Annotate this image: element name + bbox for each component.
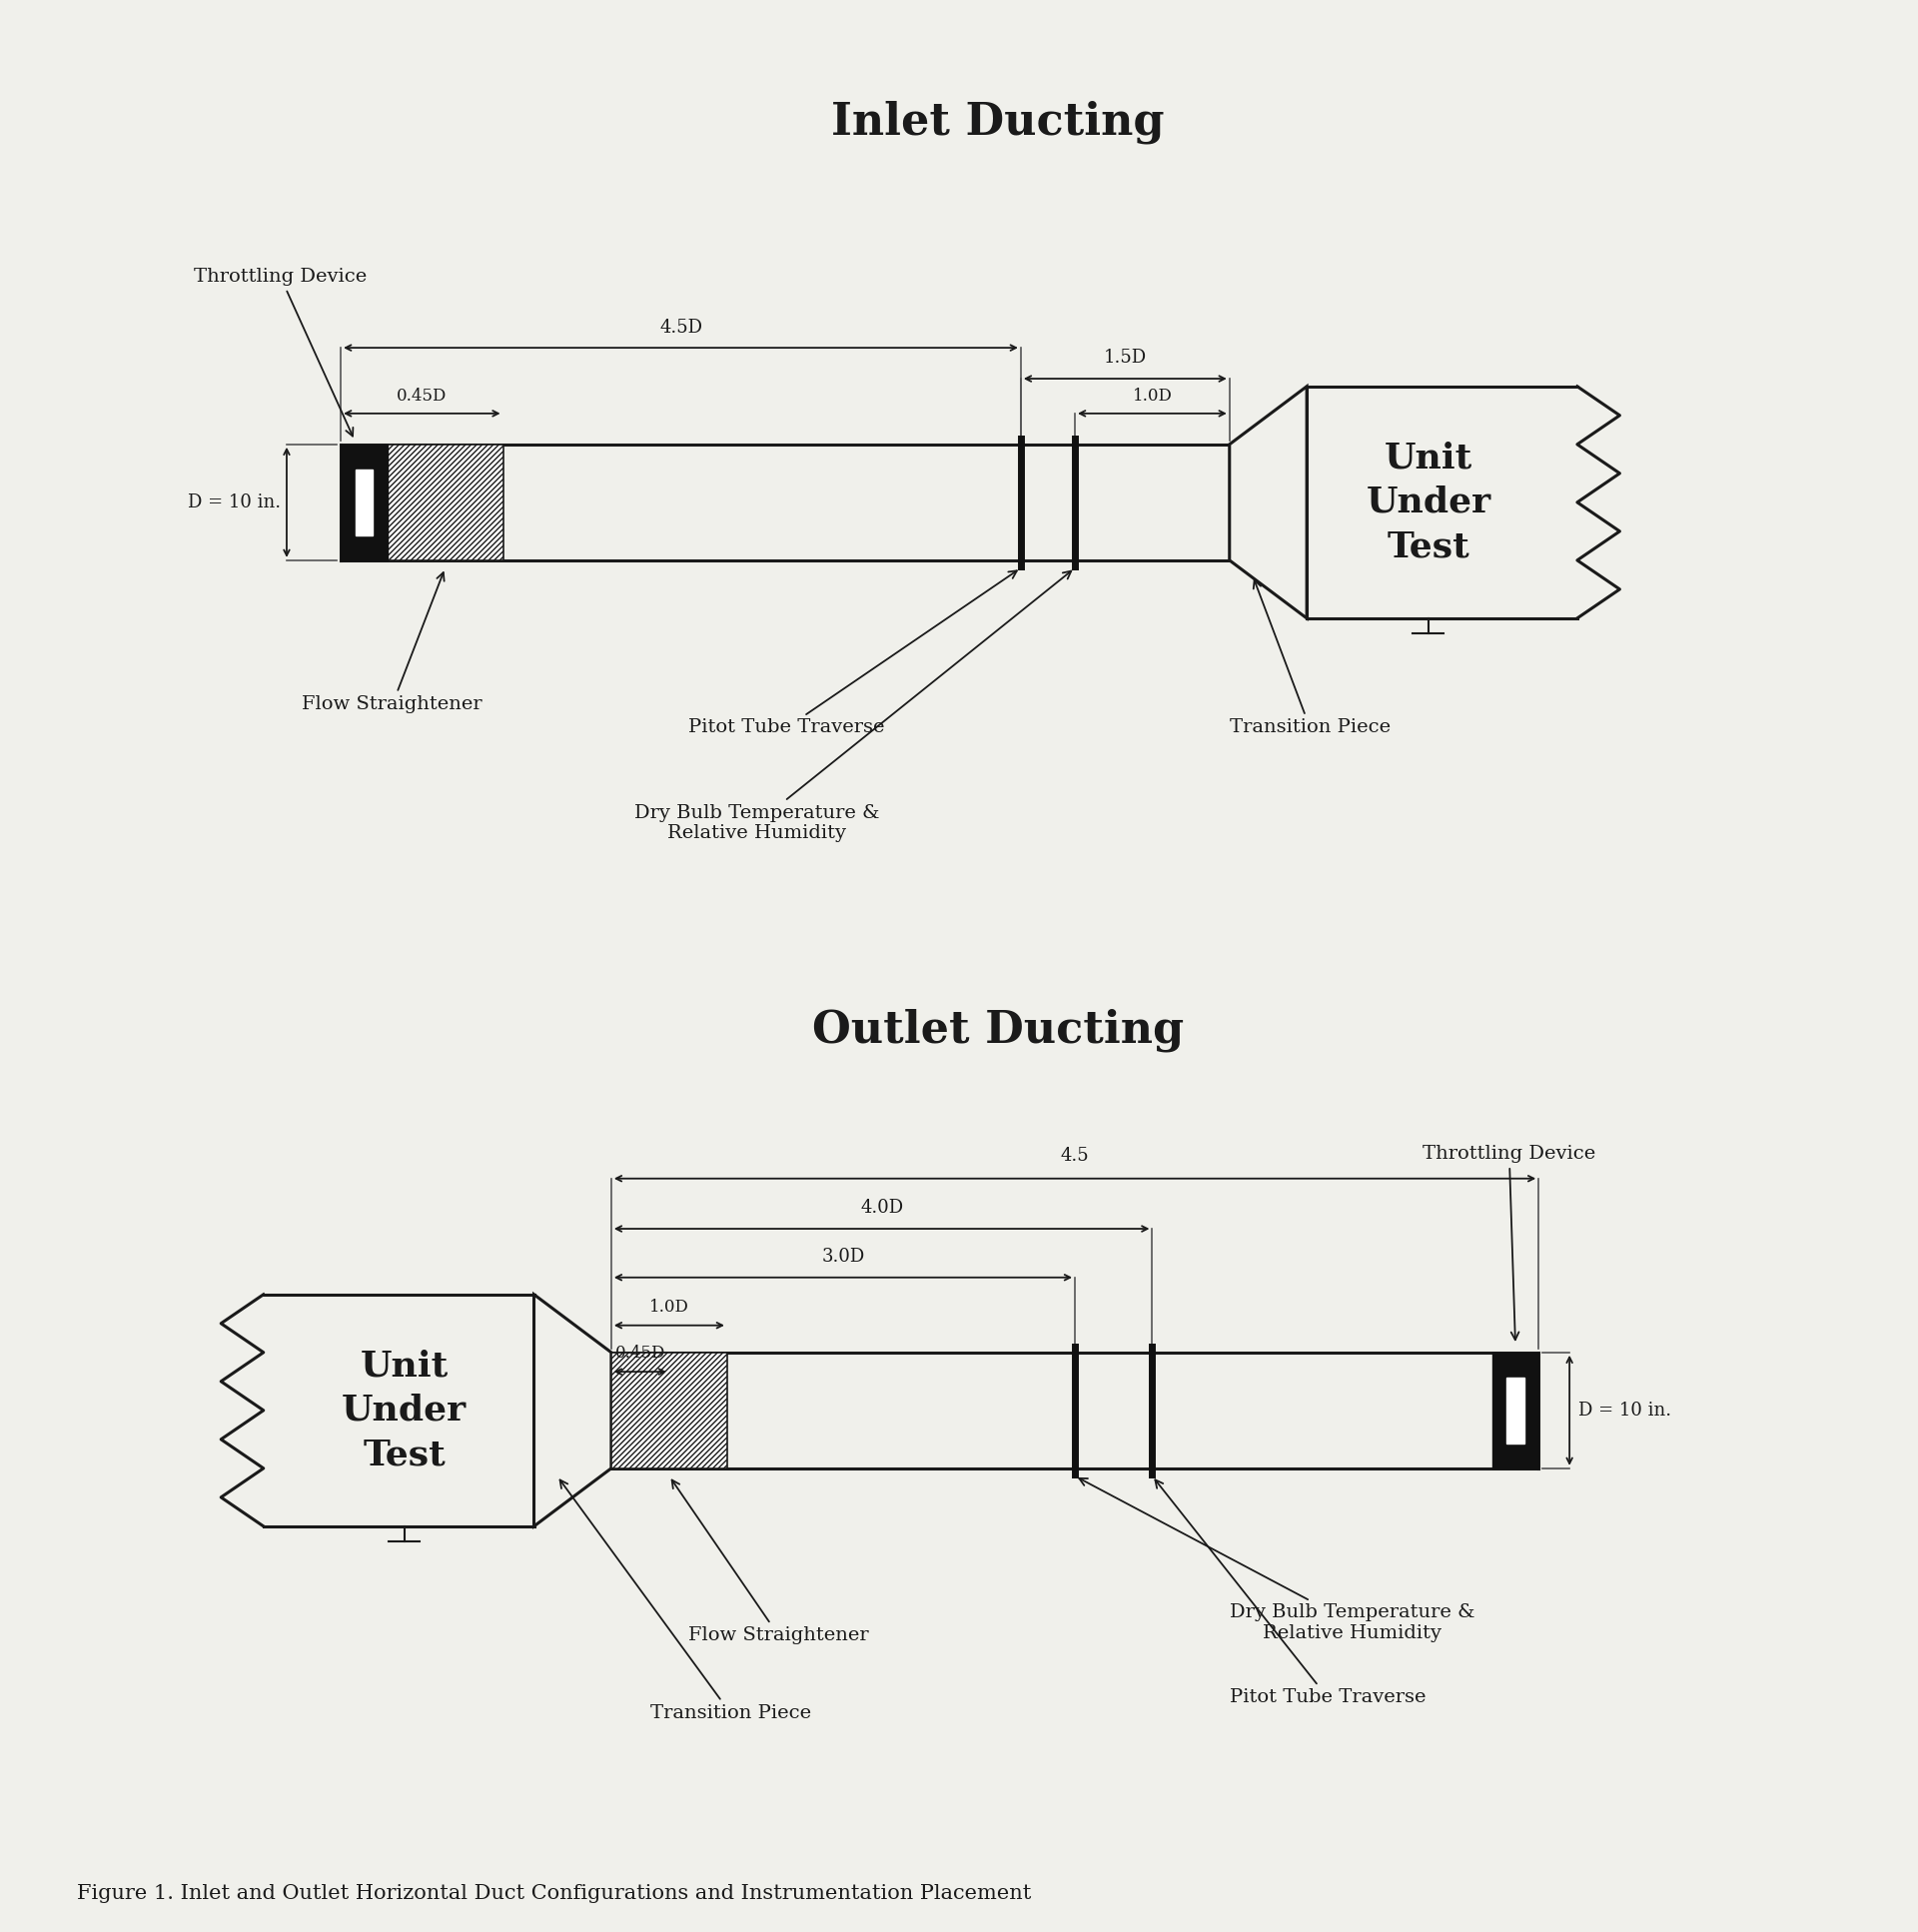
Text: 4.5D: 4.5D (660, 319, 702, 336)
Text: Dry Bulb Temperature &
Relative Humidity: Dry Bulb Temperature & Relative Humidity (1080, 1478, 1475, 1642)
Text: Transition Piece: Transition Piece (1229, 580, 1391, 736)
Bar (387, 444, 503, 560)
Text: Pitot Tube Traverse: Pitot Tube Traverse (689, 570, 1017, 736)
Text: Unit
Under
Test: Unit Under Test (341, 1349, 466, 1472)
Text: Outlet Ducting: Outlet Ducting (811, 1009, 1183, 1051)
Text: Dry Bulb Temperature &
Relative Humidity: Dry Bulb Temperature & Relative Humidity (635, 572, 1070, 842)
Text: Figure 1. Inlet and Outlet Horizontal Duct Configurations and Instrumentation Pl: Figure 1. Inlet and Outlet Horizontal Du… (77, 1884, 1032, 1903)
Text: Inlet Ducting: Inlet Ducting (830, 100, 1164, 143)
Bar (612, 1352, 727, 1468)
Text: Pitot Tube Traverse: Pitot Tube Traverse (1155, 1480, 1425, 1706)
Polygon shape (1229, 386, 1306, 618)
Text: D = 10 in.: D = 10 in. (1579, 1401, 1672, 1420)
Text: Flow Straightener: Flow Straightener (671, 1480, 869, 1644)
Bar (341, 444, 387, 560)
Bar (1508, 1378, 1525, 1443)
Text: 1.5D: 1.5D (1103, 350, 1147, 367)
Text: Transition Piece: Transition Piece (560, 1480, 811, 1721)
Polygon shape (533, 1294, 612, 1526)
Text: Flow Straightener: Flow Straightener (303, 572, 483, 713)
Text: 1.0D: 1.0D (650, 1298, 689, 1316)
Text: 3.0D: 3.0D (821, 1248, 865, 1265)
Text: 0.45D: 0.45D (616, 1345, 666, 1362)
Text: 4.0D: 4.0D (859, 1198, 903, 1217)
Text: 1.0D: 1.0D (1132, 386, 1172, 404)
Bar (1492, 1352, 1538, 1468)
Text: 0.45D: 0.45D (397, 386, 447, 404)
Text: Unit
Under
Test: Unit Under Test (1366, 440, 1490, 564)
Text: D = 10 in.: D = 10 in. (188, 493, 280, 512)
Text: Throttling Device: Throttling Device (194, 269, 366, 437)
Text: 4.5: 4.5 (1061, 1146, 1089, 1165)
Bar (355, 469, 372, 535)
Text: Throttling Device: Throttling Device (1423, 1146, 1596, 1341)
